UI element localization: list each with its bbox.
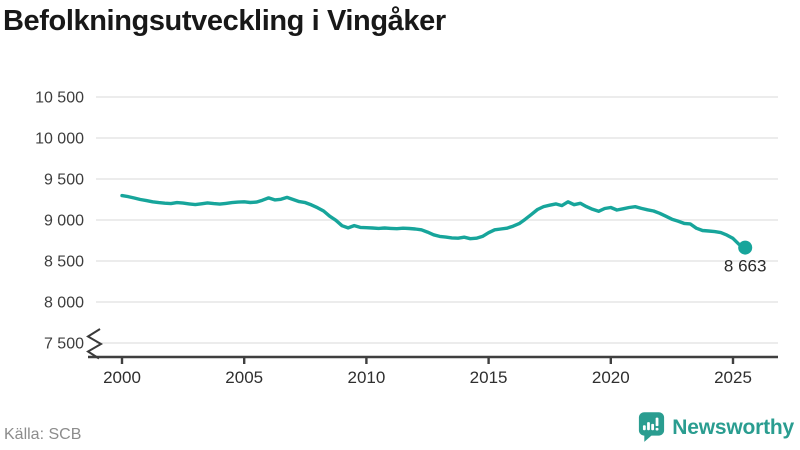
y-axis-tick-label: 10 500 bbox=[35, 90, 84, 107]
x-axis-tick-label: 2000 bbox=[103, 368, 141, 387]
end-point-marker bbox=[738, 240, 753, 255]
y-axis-tick-label: 10 000 bbox=[35, 131, 84, 148]
y-axis-tick-label: 9 000 bbox=[44, 213, 84, 230]
axis-break-icon bbox=[86, 328, 104, 360]
x-axis-tick-label: 2005 bbox=[225, 368, 263, 387]
x-axis-tick-label: 2010 bbox=[347, 368, 385, 387]
y-axis-tick-label: 8 500 bbox=[44, 254, 84, 271]
x-axis-tick-label: 2020 bbox=[592, 368, 630, 387]
newsworthy-logo: Newsworthy bbox=[638, 412, 794, 443]
population-line-chart: 7 500 8 000 8 500 9 000 9 500 10 000 10 500 200… bbox=[35, 90, 778, 387]
population-line bbox=[120, 193, 747, 250]
x-axis-tick-label: 2015 bbox=[470, 368, 508, 387]
y-axis-tick-label: 8 000 bbox=[44, 295, 84, 312]
y-axis-tick-label: 7 500 bbox=[44, 336, 84, 353]
end-value-label: 8 663 bbox=[724, 257, 767, 276]
brand-name: Newsworthy bbox=[672, 415, 794, 439]
chart-title: Befolkningsutveckling i Vingåker bbox=[3, 5, 446, 37]
newsworthy-bubble-chart-icon bbox=[639, 412, 665, 442]
x-axis-tick-label: 2025 bbox=[714, 368, 752, 387]
source-label: Källa: SCB bbox=[4, 426, 82, 443]
y-axis-tick-label: 9 500 bbox=[44, 172, 84, 189]
